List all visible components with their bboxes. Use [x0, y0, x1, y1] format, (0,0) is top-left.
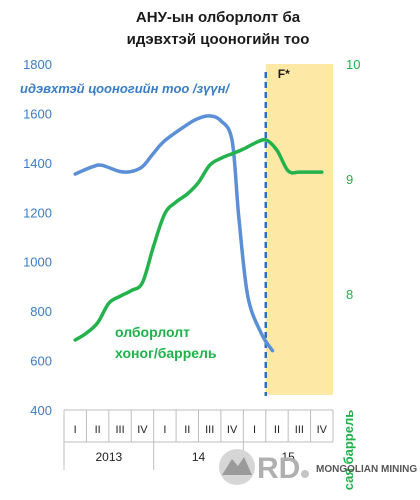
series-label-rigs: идэвхтэй цооногийн тоо /зүүн/ [20, 81, 230, 96]
quarter-label: I [74, 424, 77, 436]
quarter-label: II [274, 424, 280, 436]
year-label: 14 [192, 450, 206, 464]
registered-mark-icon [301, 470, 309, 478]
right-axis-title: сая баррель [341, 410, 356, 490]
left-tick-label: 1400 [23, 156, 52, 171]
chart-title-line-1: АНУ-ын олборлолт ба [136, 9, 301, 26]
right-tick-label: 8 [346, 287, 353, 302]
quarter-label: II [95, 424, 101, 436]
series-layer [73, 114, 324, 353]
logo-text: RD [257, 452, 300, 485]
right-axis: 8 9 10 [346, 57, 360, 302]
company-name: MONGOLIAN MINING [316, 464, 417, 475]
mountain-peaks-icon [222, 457, 252, 475]
left-tick-label: 1000 [23, 255, 52, 270]
left-tick-label: 1800 [23, 57, 52, 72]
right-tick-label: 10 [346, 57, 360, 72]
left-tick-label: 400 [30, 403, 52, 418]
series-label-production-line-1: олборлолт [115, 324, 190, 340]
year-label: 15 [281, 450, 295, 464]
quarter-label: I [163, 424, 166, 436]
quarter-label: III [295, 424, 304, 436]
quarter-label: I [253, 424, 256, 436]
forecast-label: F* [278, 67, 290, 81]
left-tick-label: 600 [30, 354, 52, 369]
left-tick-label: 1600 [23, 106, 52, 121]
quarter-label: II [184, 424, 190, 436]
series-label-production-line-2: хоног/баррель [115, 345, 217, 361]
quarter-label: IV [137, 424, 148, 436]
year-label: 2013 [95, 450, 122, 464]
series-line-rigs [73, 114, 275, 353]
quarter-label: IV [227, 424, 238, 436]
company-logo: RD MONGOLIAN MINING [219, 449, 417, 485]
forecast-band [265, 64, 333, 395]
series-line-production [73, 137, 324, 342]
left-tick-label: 1200 [23, 205, 52, 220]
quarter-label: IV [317, 424, 328, 436]
left-axis: 400 600 800 1000 1200 1400 1600 1800 [23, 57, 52, 418]
quarter-label: III [205, 424, 214, 436]
quarter-label: III [115, 424, 124, 436]
right-tick-label: 9 [346, 172, 353, 187]
left-tick-label: 800 [30, 304, 52, 319]
chart-title-line-2: идэвхтэй цооногийн тоо [127, 31, 310, 48]
